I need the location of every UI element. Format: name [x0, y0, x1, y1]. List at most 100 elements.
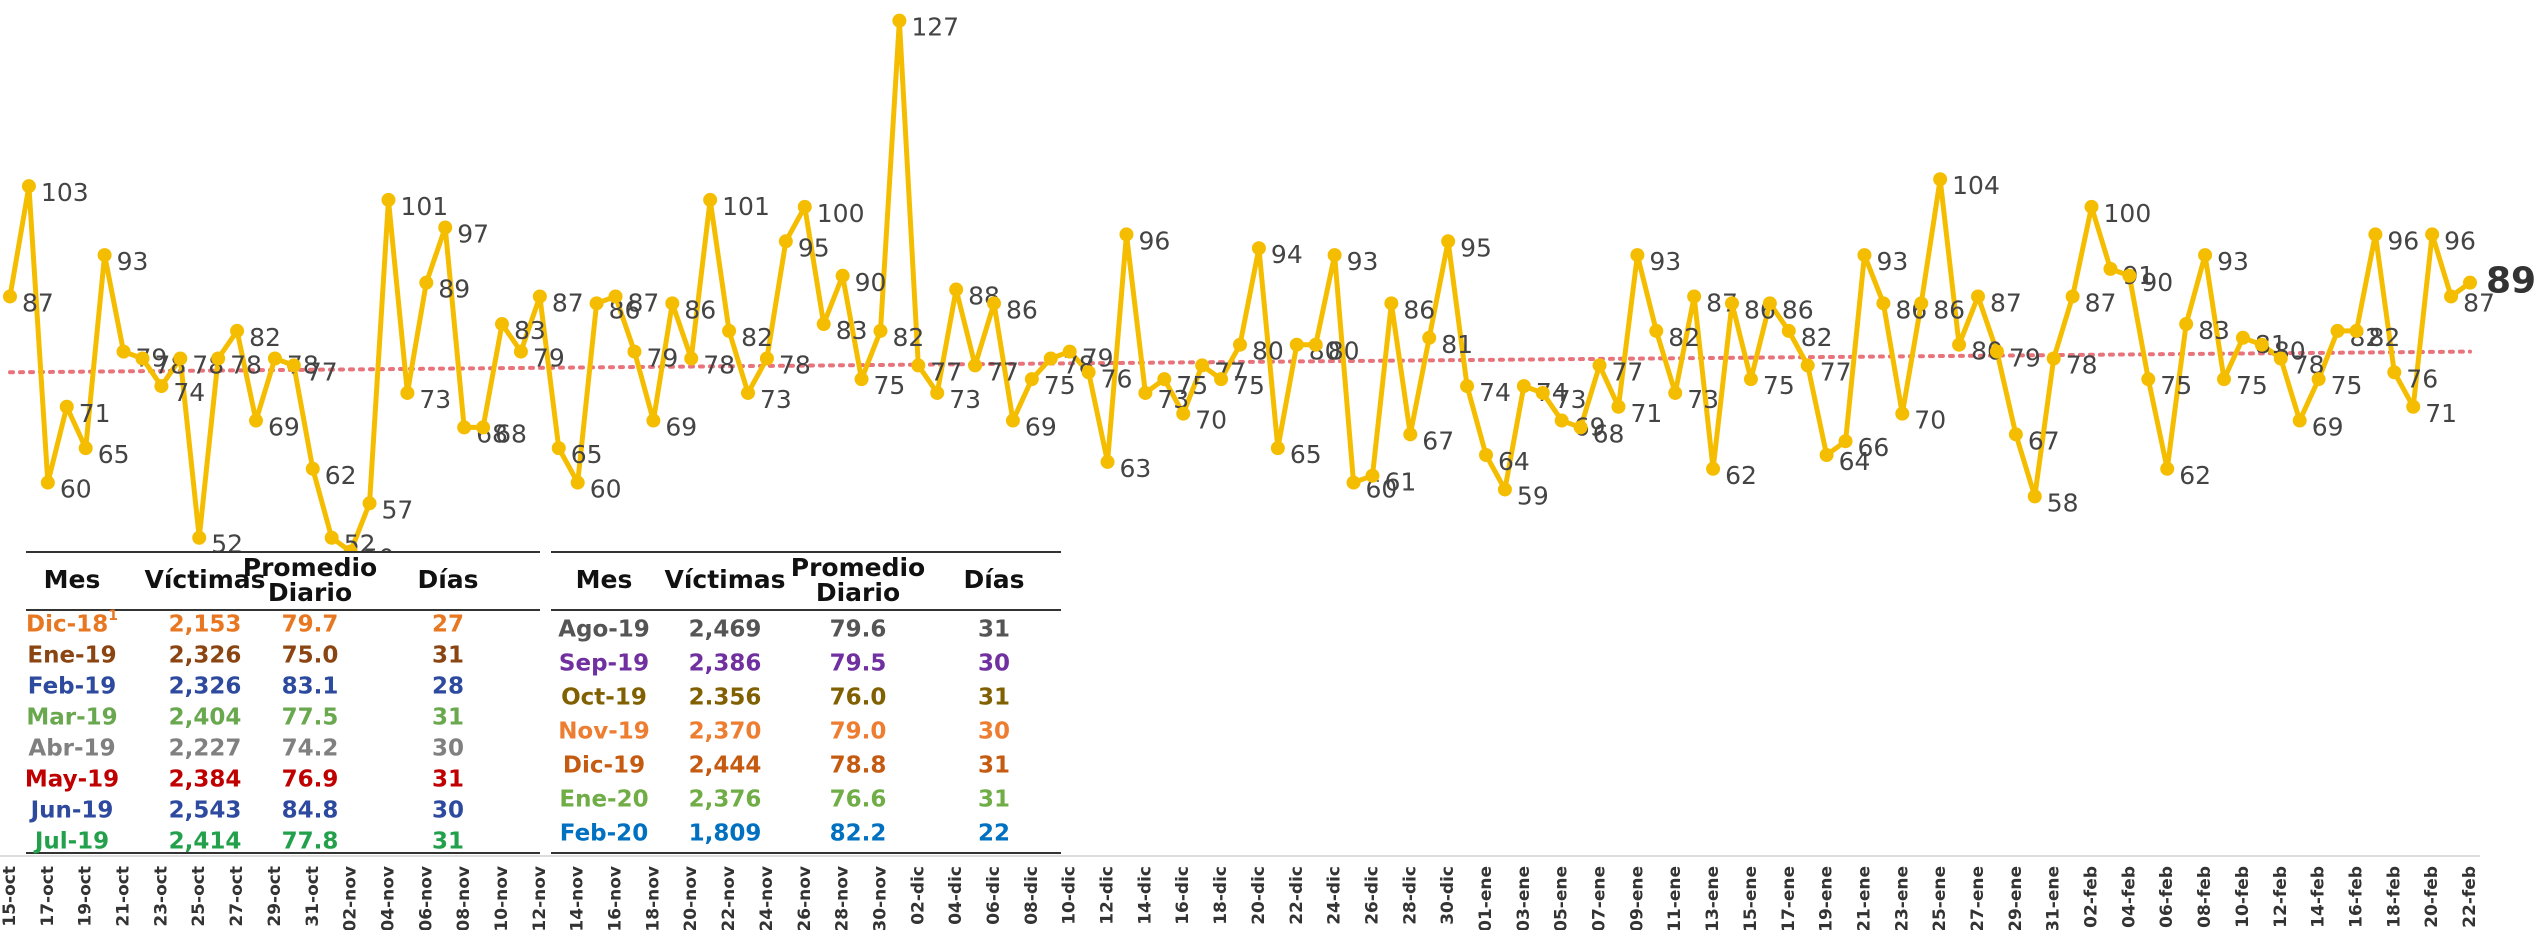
data-point: [1006, 414, 1020, 428]
data-label: 64: [1498, 447, 1530, 476]
x-tick-label: 18-dic: [1211, 866, 1231, 925]
x-tick-label: 22-feb: [2460, 866, 2480, 928]
data-point: [836, 269, 850, 283]
x-tick-label: 08-feb: [2195, 866, 2215, 928]
table-cell: 31: [432, 705, 464, 731]
data-point: [722, 324, 736, 338]
data-point: [1441, 234, 1455, 248]
data-point: [703, 193, 717, 207]
data-point: [1176, 407, 1190, 421]
data-label: 75: [874, 371, 906, 400]
data-label: 77: [987, 357, 1019, 386]
x-tick-label: 14-dic: [1135, 866, 1155, 925]
data-label: 73: [760, 385, 792, 414]
data-label: 82: [249, 323, 281, 352]
data-point: [1082, 365, 1096, 379]
data-label: 87: [552, 288, 584, 317]
data-label: 67: [1422, 426, 1454, 455]
table-cell: 2,414: [169, 829, 242, 855]
x-tick-label: 27-oct: [227, 866, 247, 927]
table-header: Mes: [44, 565, 101, 594]
data-label: 83: [2198, 316, 2230, 345]
data-point: [1895, 407, 1909, 421]
data-label: 80: [1328, 337, 1360, 366]
x-tick-label: 07-ene: [1590, 866, 1610, 930]
x-tick-label: 03-ene: [1514, 866, 1534, 930]
table-cell: 2,376: [689, 787, 762, 813]
data-point: [514, 345, 528, 359]
data-label: 78: [779, 350, 811, 379]
data-label: 70: [1914, 406, 1946, 435]
data-label: 93: [1876, 247, 1908, 276]
data-point: [173, 351, 187, 365]
data-label: 65: [571, 440, 603, 469]
data-point: [1611, 400, 1625, 414]
data-point: [1820, 448, 1834, 462]
x-tick-label: 31-ene: [2044, 866, 2064, 930]
header-line: Diario: [268, 578, 352, 607]
table-cell: 2,386: [689, 651, 762, 677]
x-tick-label: 05-ene: [1552, 866, 1572, 930]
table-header: Días: [963, 565, 1024, 594]
data-point: [2255, 338, 2269, 352]
table-cell: 31: [978, 685, 1010, 711]
data-point: [779, 234, 793, 248]
data-label: 69: [268, 413, 300, 442]
data-point: [627, 345, 641, 359]
data-label: 75: [1763, 371, 1795, 400]
data-point: [665, 296, 679, 310]
x-tick-label: 12-feb: [2271, 866, 2291, 928]
table-cell: Dic-19: [563, 753, 645, 779]
table-cell: 77.8: [282, 829, 339, 855]
data-label: 90: [855, 268, 887, 297]
table-cell: 22: [978, 821, 1010, 847]
x-tick-label: 18-nov: [643, 866, 663, 930]
data-point: [2236, 331, 2250, 345]
data-point: [1952, 338, 1966, 352]
x-tick-label: 10-feb: [2233, 866, 2253, 928]
data-point: [1990, 345, 2004, 359]
data-point: [192, 531, 206, 545]
table-cell: Sep-19: [559, 651, 649, 677]
x-tick-label: 15-oct: [0, 866, 20, 927]
x-tick-label: 04-dic: [946, 866, 966, 925]
data-label: 82: [892, 323, 924, 352]
data-point: [3, 289, 17, 303]
x-tick-label: 04-nov: [378, 866, 398, 930]
table-cell: 77.5: [282, 705, 339, 731]
data-point: [2425, 227, 2439, 241]
x-tick-label: 21-oct: [114, 866, 134, 927]
data-label: 103: [41, 178, 89, 207]
data-label: 61: [1384, 468, 1416, 497]
data-point: [2368, 227, 2382, 241]
data-label: 87: [22, 288, 54, 317]
x-tick-label: 21-ene: [1854, 866, 1874, 930]
data-label: 74: [173, 378, 205, 407]
data-label: 86: [1403, 295, 1435, 324]
data-label: 86: [1933, 295, 1965, 324]
data-label: 67: [2028, 426, 2060, 455]
data-label: 83: [836, 316, 868, 345]
table-cell: 31: [978, 617, 1010, 643]
table-cell: 28: [432, 674, 464, 700]
data-label: 96: [2387, 226, 2419, 255]
x-tick-label: 11-ene: [1665, 866, 1685, 930]
x-tick-label: 16-feb: [2346, 866, 2366, 928]
data-point: [1725, 296, 1739, 310]
x-tick-label: 17-oct: [38, 866, 58, 927]
data-point: [684, 351, 698, 365]
data-point: [1422, 331, 1436, 345]
data-point: [438, 221, 452, 235]
x-tick-label: 10-dic: [1060, 866, 1080, 925]
data-label: 87: [628, 288, 660, 317]
table-cell: Feb-19: [28, 674, 116, 700]
table-cell: 27: [432, 612, 464, 638]
table-cell: 2,227: [169, 736, 242, 762]
data-point: [79, 441, 93, 455]
data-point: [2179, 317, 2193, 331]
data-point: [1101, 455, 1115, 469]
data-point: [817, 317, 831, 331]
data-point: [98, 248, 112, 262]
data-label: 69: [2312, 413, 2344, 442]
data-point: [1706, 462, 1720, 476]
